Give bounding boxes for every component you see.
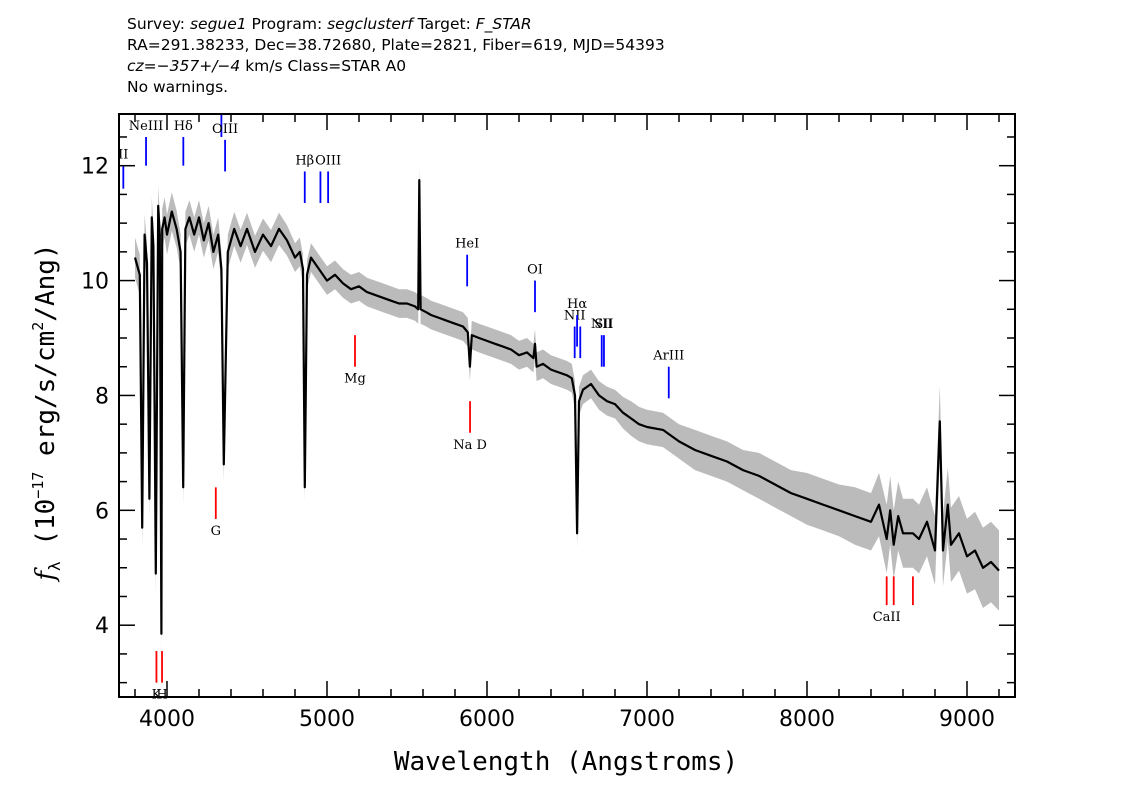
emission-line-label: Hδ	[174, 119, 193, 134]
y-axis-title-text3: /Ang)	[31, 243, 61, 321]
absorption-line-label: CaII	[873, 610, 901, 625]
spectrum-layer	[133, 179, 1000, 635]
y-tick-label: 8	[95, 384, 109, 409]
x-tick-label: 9000	[939, 707, 995, 732]
target-value: F_STAR	[475, 15, 532, 33]
absorption-line-label: H	[156, 688, 167, 703]
emission-line-label: NII	[591, 317, 613, 332]
program-label: Program:	[246, 15, 328, 33]
absorption-line-label: Mg	[344, 372, 366, 387]
error-band	[135, 165, 999, 654]
y-tick-label: 4	[95, 614, 109, 639]
redshift-value: cz=−357+/−4	[127, 57, 241, 75]
y-axis-title-sup1: −17	[29, 472, 47, 499]
emission-line-label: SII	[594, 317, 613, 332]
x-tick-label: 5000	[299, 707, 355, 732]
error-band-layer	[135, 165, 999, 654]
header-line-survey: Survey: segue1 Program: segclusterf Targ…	[127, 14, 665, 35]
y-axis-title-sub: λ	[45, 561, 64, 571]
x-tick-label: 4000	[139, 707, 195, 732]
emission-line-label: OI	[527, 263, 543, 278]
emission-line-label: NII	[564, 309, 586, 324]
emission-line-label: OIII	[212, 122, 238, 137]
emission-line-label: OIII	[315, 153, 341, 168]
x-axis-title: Wavelength (Angstroms)	[394, 747, 738, 777]
emission-line-label: Hα	[567, 297, 587, 312]
emission-line-label: Hβ	[295, 153, 314, 168]
axes-layer: 4000 5000 6000 7000 8000 9000 4 6 8 10 12	[81, 113, 1016, 732]
y-axis-title: fλ (10−17 erg/s/cm2/Ang)	[29, 243, 64, 582]
emission-line-label: NeIII	[129, 119, 163, 134]
emission-line-label: HeI	[455, 237, 479, 252]
program-value: segclusterf	[327, 15, 413, 33]
spectrum-line	[133, 179, 1000, 635]
y-axis-title-sup2: 2	[29, 322, 47, 331]
plot-frame	[118, 113, 1016, 698]
absorption-line-label: G	[211, 524, 221, 539]
header-line-warnings: No warnings.	[127, 78, 229, 96]
emission-line-label: ArIII	[652, 349, 684, 364]
y-tick-label: 12	[81, 155, 109, 180]
y-tick-label: 10	[81, 270, 109, 295]
y-axis-title-text2: erg/s/cm	[31, 331, 61, 472]
y-tick-label: 6	[95, 499, 109, 524]
header-line-coordinates: RA=291.38233, Dec=38.72680, Plate=2821, …	[127, 36, 665, 54]
emission-line-label: II	[118, 148, 128, 163]
plot-header: Survey: segue1 Program: segclusterf Targ…	[127, 14, 665, 98]
target-label: Target:	[412, 15, 476, 33]
y-axis-title-text1: (10	[31, 499, 61, 562]
absorption-line-label: K	[152, 688, 162, 703]
x-tick-label: 7000	[619, 707, 675, 732]
x-tick-label: 8000	[779, 707, 835, 732]
x-tick-label: 6000	[459, 707, 515, 732]
absorption-line-label: Na D	[453, 438, 487, 453]
survey-value: segue1	[189, 15, 247, 33]
class-text: km/s Class=STAR A0	[240, 57, 407, 75]
header-line-redshift: cz=−357+/−4 km/s Class=STAR A0	[127, 56, 665, 77]
survey-label: Survey:	[127, 15, 190, 33]
